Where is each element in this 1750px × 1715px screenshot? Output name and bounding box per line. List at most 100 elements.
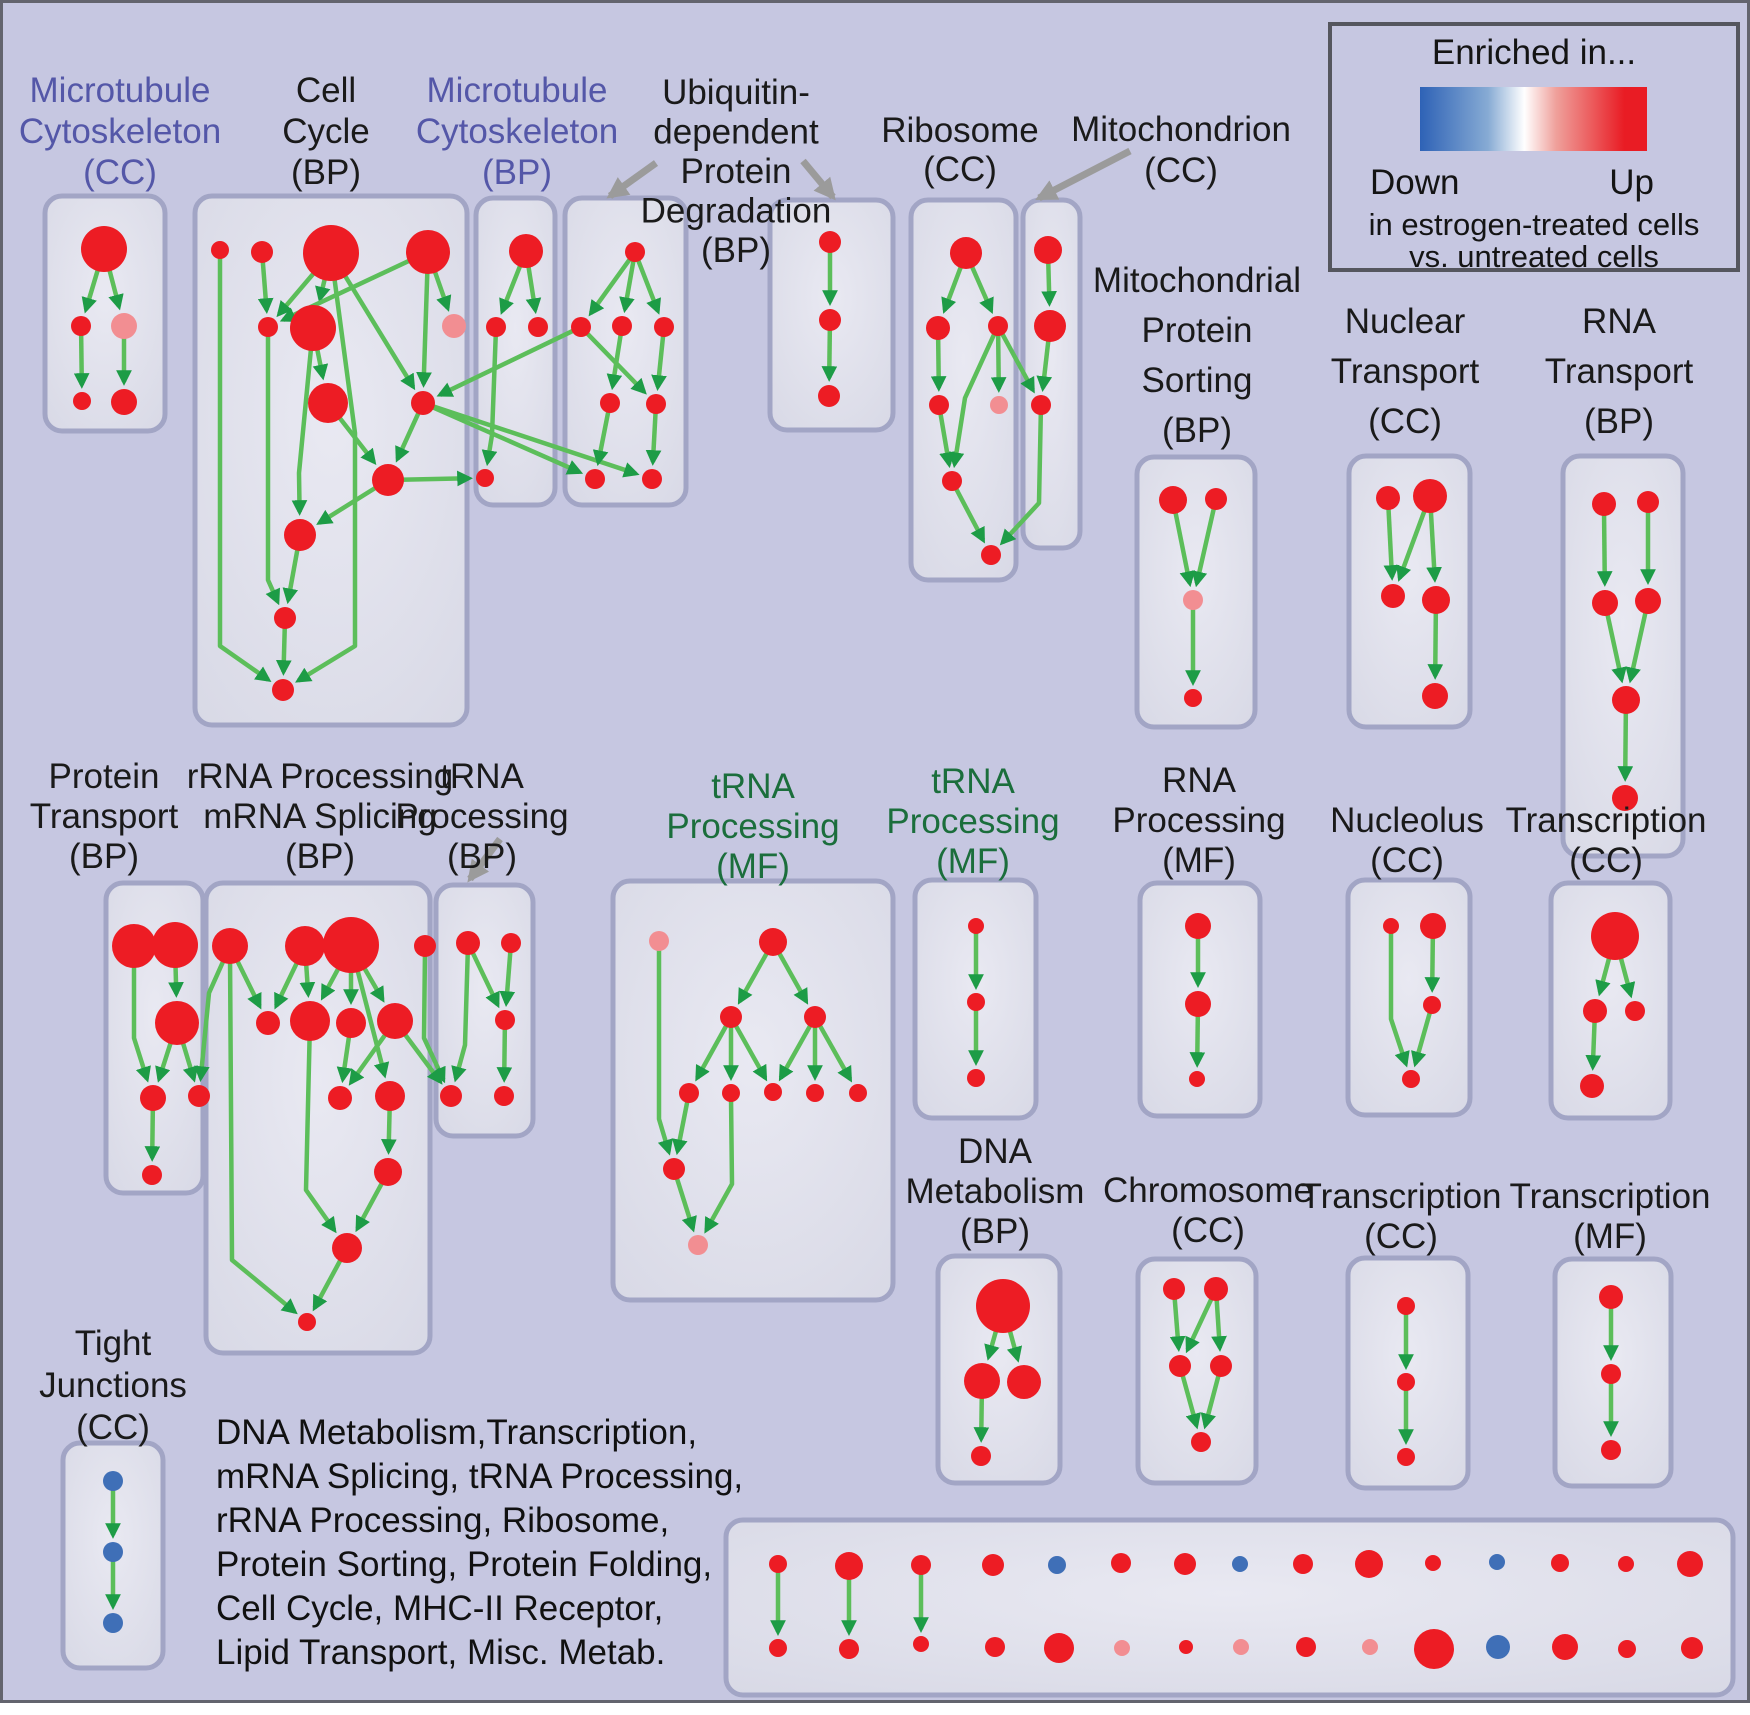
category-list-line: Cell Cycle, MHC-II Receptor, [216,1589,664,1628]
go-term-node-cr4 [1210,1355,1232,1377]
edge-rr12-rr13 [312,1252,347,1312]
cluster-label-ubiquitin-degradation-bp: Protein [681,152,792,191]
edge-ub1-ub3 [619,255,637,314]
go-term-node-dm3 [1007,1365,1041,1399]
go-term-node-rt2 [1637,491,1659,513]
go-term-node-mtbp4 [476,469,494,487]
go-term-node-tc4 [1580,1074,1604,1098]
go-term-node-t31 [1397,1297,1415,1315]
cluster-label-rna-transport-bp: (BP) [1584,402,1654,441]
go-term-node-ch3 [818,385,840,407]
go-term-node-mtcc5 [111,389,137,415]
cluster-label-rna-transport-bp: Transport [1545,352,1694,391]
go-term-node-p13t [1551,1554,1569,1572]
go-term-node-mtcc4 [73,392,91,410]
edge-ub4-ub5b [651,330,667,392]
cluster-label-ubiquitin-degradation-bp: (BP) [701,231,771,270]
edge-mps2-mpsp [1191,502,1218,588]
cluster-label-dna-metabolism-bp: Metabolism [906,1172,1085,1211]
go-term-node-tm5 [679,1083,699,1103]
edge-cc9-cc10 [316,481,384,525]
go-term-node-mtcc1 [81,226,127,272]
go-term-node-cc4 [406,230,450,274]
cluster-label-ubiquitin-degradation-bp: Ubiquitin- [662,73,810,112]
go-term-node-p2b [839,1639,859,1659]
cluster-label-transcription-mf: Transcription [1510,1177,1711,1216]
edge-mtbp2-mtbp4 [481,330,499,467]
edge-rr1-pt5 [194,951,230,1083]
edge-tm4-tm9 [815,1019,853,1083]
cluster-box-microtubule-cc [42,193,168,434]
cluster-label-rna-processing-mf: RNA [1162,761,1237,800]
go-term-node-p4t [982,1554,1004,1576]
cluster-label-mito-protein-sorting-bp: Mitochondrial [1093,261,1301,300]
go-term-node-pt4 [140,1085,166,1111]
cluster-box-transcription-cc2 [1548,880,1673,1121]
cluster-label-ubiquitin-degradation-bp: dependent [653,113,819,152]
go-term-node-tc1 [1591,912,1639,960]
go-term-node-dm4 [971,1446,991,1466]
cluster-label-cell-cycle-bp: Cycle [282,112,370,151]
cluster-box-bottom-strip [723,1517,1736,1698]
cluster-label-nuclear-transport-cc: Transport [1331,352,1480,391]
label-pointer-arrow [606,160,659,199]
go-term-node-nu4 [1402,1070,1420,1088]
go-term-node-ub2 [571,317,591,337]
go-term-node-mtbp3 [528,317,548,337]
go-term-node-rt4 [1635,588,1661,614]
edge-ub3-ub5 [606,329,624,391]
go-term-node-dm2 [964,1363,1000,1399]
go-term-node-rb6 [981,545,1001,565]
go-term-node-mtcc2 [71,316,91,336]
go-term-node-pt5 [188,1085,210,1107]
go-term-node-rb5 [942,471,962,491]
cluster-label-mito-protein-sorting-bp: (BP) [1162,411,1232,450]
go-term-node-ts1 [968,918,984,934]
edge-cc8-ub6 [426,402,584,475]
edge-cc4-cc8 [416,260,432,388]
go-term-node-cc5 [258,317,278,337]
go-term-node-rr2 [285,926,325,966]
go-term-node-cc10 [284,519,316,551]
go-term-node-pt2 [152,922,198,968]
cluster-label-chromosome-cc: Chromosome [1103,1171,1313,1210]
go-term-node-ch2 [819,309,841,331]
legend: Enriched in... Down Up in estrogen-treat… [1328,22,1740,273]
edge-pt4-pt6 [144,1103,161,1162]
go-term-node-p8b [1233,1639,1249,1655]
edge-nt4-nt5 [1427,605,1444,680]
go-term-node-t32 [1397,1373,1415,1391]
edge-pt1-pt4 [131,954,151,1083]
edge-cc9-mtbp4 [394,470,473,487]
cluster-label-transcription-cc-row3: Transcription [1301,1177,1502,1216]
edge-nt2-nt4 [1426,502,1442,583]
go-term-node-ub3 [612,316,632,336]
cluster-label-rrna-mrna-bp: mRNA Splicing [203,797,436,836]
go-term-node-ub1 [625,242,645,262]
cluster-label-rrna-mrna-bp: rRNA Processing [187,757,453,796]
edge-rt1-rt3 [1596,508,1613,587]
go-term-node-cr3 [1169,1355,1191,1377]
go-term-node-p4b [985,1637,1005,1657]
go-term-node-rr9 [328,1086,352,1110]
go-term-node-p5t [1048,1556,1066,1574]
edge-rb2-rb4 [930,332,947,392]
edge-nu2-nu3 [1424,931,1441,993]
edge-tc2-tc4 [1585,1015,1602,1071]
go-term-node-mtcc3 [111,313,137,339]
go-term-node-p6t [1111,1553,1131,1573]
edge-ub2-cc8 [436,326,579,397]
go-term-node-ub5 [600,393,620,413]
cluster-box-ubiquitin [562,195,689,508]
edge-tm3-tm7 [731,1019,768,1082]
edge-tb1-tb4 [451,947,471,1083]
go-term-node-rr6 [290,1001,330,1041]
go-term-node-rm2 [1185,991,1211,1017]
go-term-node-tc2 [1583,999,1607,1023]
go-term-node-nu3 [1423,996,1441,1014]
go-term-node-p3b [913,1636,929,1652]
edge-mps1-mpsp [1171,505,1196,588]
go-term-node-rt1 [1592,492,1616,516]
cluster-label-trna-processing-mf-large: Processing [666,807,839,846]
go-term-node-mps1 [1159,486,1187,514]
